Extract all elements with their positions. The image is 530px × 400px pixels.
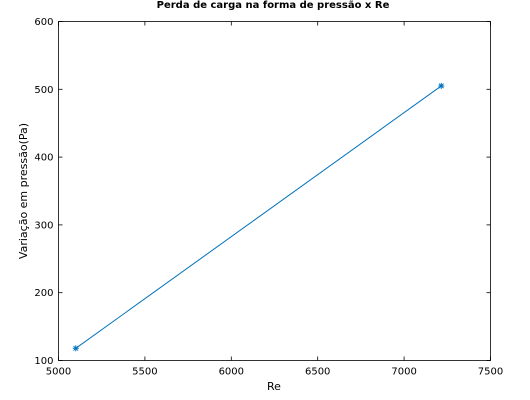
y-tick-label: 100 xyxy=(34,356,53,367)
x-tick-label: 5000 xyxy=(46,367,71,378)
x-tick-label: 6000 xyxy=(219,367,244,378)
x-tick-label: 7500 xyxy=(478,367,503,378)
x-axis-label: Re xyxy=(267,380,281,393)
y-tick-label: 600 xyxy=(34,17,53,28)
plot-area xyxy=(58,21,491,361)
y-tick-label: 300 xyxy=(34,220,53,231)
series-line xyxy=(75,85,442,349)
x-tick-label: 7000 xyxy=(391,367,416,378)
axis-tick-labels: 5000 5500 6000 6500 7000 7500 100 200 300 400 500 6… xyxy=(34,17,503,378)
x-tick-label: 5500 xyxy=(132,367,157,378)
y-axis-label: Variação em pressão(Pa) xyxy=(17,123,30,259)
y-tick-label: 500 xyxy=(34,85,53,96)
x-tick-label: 6500 xyxy=(305,367,330,378)
chart-title: Perda de carga na forma de pressão x Re xyxy=(157,0,390,11)
series-layer xyxy=(72,82,445,352)
y-tick-label: 200 xyxy=(34,288,53,299)
data-point-marker xyxy=(72,345,79,352)
y-tick-label: 400 xyxy=(34,153,53,164)
data-point-marker xyxy=(438,82,445,89)
axis-ticks xyxy=(58,21,491,361)
